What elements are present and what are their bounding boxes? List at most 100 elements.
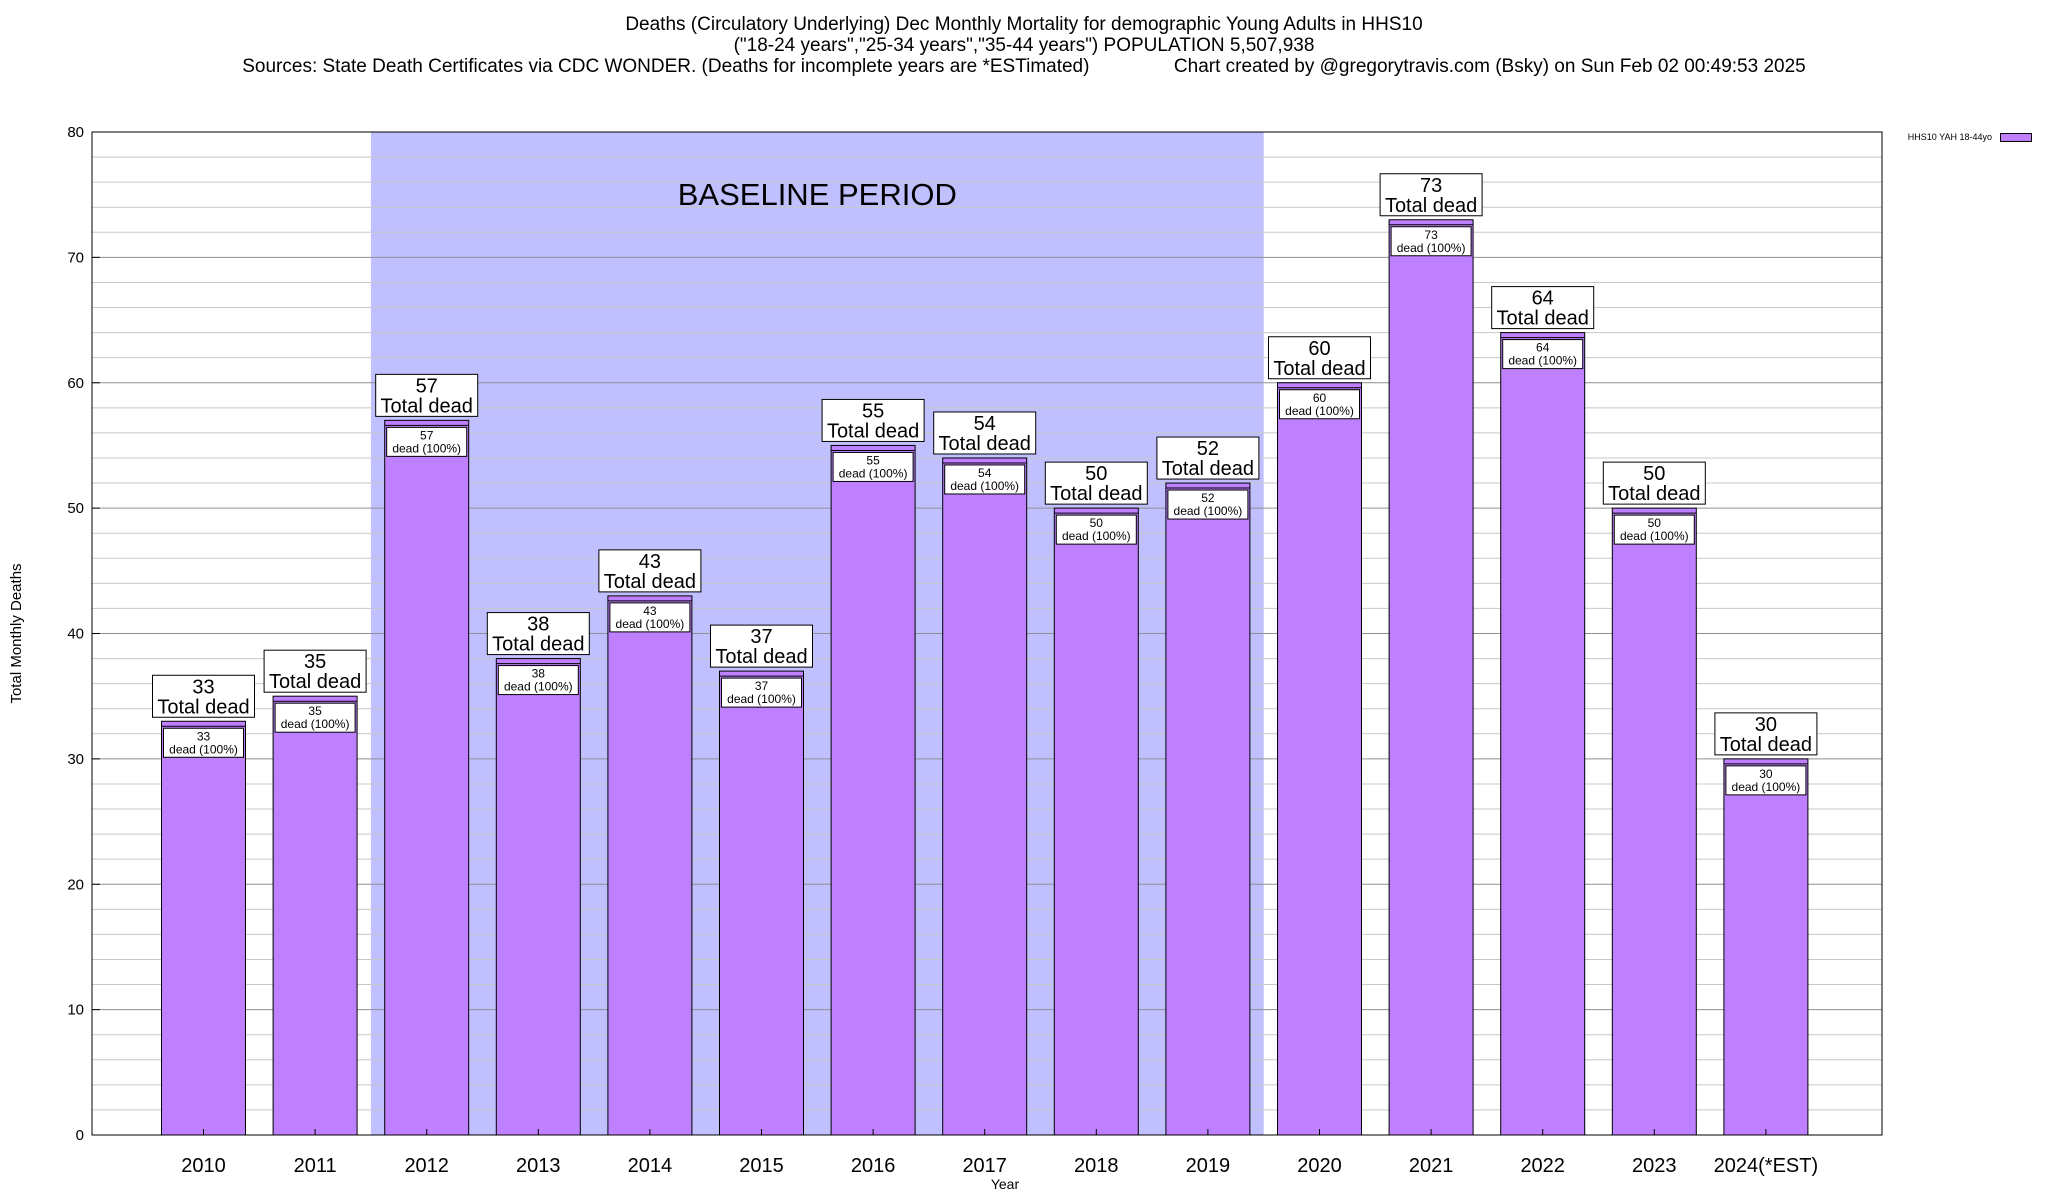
inner-label-box bbox=[274, 702, 356, 733]
y-tick-label: 60 bbox=[67, 375, 84, 392]
inner-label-text: dead (100%) bbox=[616, 617, 685, 631]
top-label-text: Total dead bbox=[492, 634, 584, 656]
y-tick-label: 40 bbox=[67, 626, 84, 643]
top-label-text: Total dead bbox=[827, 420, 919, 442]
x-tick-label: 2015 bbox=[739, 1155, 784, 1177]
inner-label-value: 60 bbox=[1313, 391, 1327, 405]
inner-label-value: 50 bbox=[1090, 516, 1104, 530]
plot-frame bbox=[91, 131, 1883, 1136]
top-label-text: Total dead bbox=[1720, 734, 1812, 756]
top-label-text: Total dead bbox=[1273, 358, 1365, 380]
inner-label-value: 30 bbox=[1759, 767, 1773, 781]
bar bbox=[384, 419, 470, 1136]
top-label-value: 64 bbox=[1532, 288, 1554, 310]
x-axis-label: Year bbox=[991, 1176, 1020, 1192]
bar bbox=[1165, 482, 1251, 1136]
inner-label-text: dead (100%) bbox=[839, 466, 908, 480]
bar bbox=[1053, 507, 1139, 1136]
inner-label-box bbox=[1390, 226, 1472, 257]
inner-label-box bbox=[1613, 514, 1695, 545]
inner-label-text: dead (100%) bbox=[1397, 241, 1466, 255]
x-tick-label: 2024(*EST) bbox=[1714, 1155, 1819, 1177]
top-label-box bbox=[1491, 286, 1595, 330]
bar bbox=[495, 658, 581, 1136]
inner-label-text: dead (100%) bbox=[169, 742, 238, 756]
top-label-box bbox=[1602, 461, 1706, 505]
top-label-text: Total dead bbox=[939, 433, 1031, 455]
top-label-text: Total dead bbox=[604, 571, 696, 593]
x-tick-label: 2019 bbox=[1186, 1155, 1231, 1177]
bar bbox=[1500, 332, 1586, 1136]
inner-label-box bbox=[1725, 765, 1807, 796]
top-label-text: Total dead bbox=[1608, 483, 1700, 505]
inner-label-value: 43 bbox=[643, 604, 657, 618]
inner-label-text: dead (100%) bbox=[1620, 529, 1689, 543]
inner-label-value: 54 bbox=[978, 466, 992, 480]
top-label-value: 52 bbox=[1197, 438, 1219, 460]
top-label-box bbox=[598, 549, 702, 593]
x-tick-label: 2020 bbox=[1297, 1155, 1342, 1177]
bar bbox=[1277, 382, 1362, 1136]
top-label-text: Total dead bbox=[1497, 308, 1589, 330]
legend-swatch bbox=[2000, 132, 2032, 142]
x-tick-label: 2022 bbox=[1520, 1155, 1565, 1177]
inner-label-box bbox=[721, 677, 802, 708]
inner-label-text: dead (100%) bbox=[1732, 780, 1801, 794]
top-label-box bbox=[486, 612, 590, 656]
inner-label-text: dead (100%) bbox=[950, 479, 1019, 493]
inner-label-text: dead (100%) bbox=[727, 692, 796, 706]
x-tick-label: 2017 bbox=[962, 1155, 1007, 1177]
inner-label-box bbox=[497, 665, 579, 696]
inner-label-box bbox=[1502, 339, 1584, 370]
y-tick-label: 20 bbox=[67, 876, 84, 893]
top-label-text: Total dead bbox=[269, 671, 361, 693]
bar bbox=[272, 695, 358, 1136]
bar bbox=[830, 444, 916, 1136]
top-label-value: 33 bbox=[192, 676, 214, 698]
chart-source-line: Sources: State Death Certificates via CD… bbox=[242, 56, 1806, 77]
inner-label-value: 35 bbox=[308, 704, 322, 718]
top-label-box bbox=[1156, 436, 1260, 480]
top-label-value: 60 bbox=[1308, 338, 1330, 360]
inner-label-text: dead (100%) bbox=[1285, 404, 1354, 418]
chart-title: Deaths (Circulatory Underlying) Dec Mont… bbox=[625, 14, 1423, 35]
inner-label-value: 55 bbox=[866, 453, 880, 467]
top-label-box bbox=[1268, 336, 1371, 380]
inner-label-box bbox=[944, 464, 1026, 495]
inner-label-value: 64 bbox=[1536, 341, 1550, 355]
inner-label-text: dead (100%) bbox=[281, 717, 350, 731]
top-label-box bbox=[1044, 461, 1148, 505]
x-tick-label: 2023 bbox=[1632, 1155, 1677, 1177]
inner-label-box bbox=[1167, 489, 1249, 520]
top-label-value: 57 bbox=[416, 375, 438, 397]
y-tick-label: 80 bbox=[67, 124, 84, 141]
top-label-text: Total dead bbox=[1162, 458, 1254, 480]
x-tick-label: 2018 bbox=[1074, 1155, 1119, 1177]
top-label-value: 54 bbox=[974, 413, 996, 435]
top-label-value: 37 bbox=[750, 626, 772, 648]
y-tick-label: 50 bbox=[67, 500, 84, 517]
x-tick-label: 2012 bbox=[404, 1155, 449, 1177]
x-tick-label: 2016 bbox=[851, 1155, 896, 1177]
inner-label-text: dead (100%) bbox=[1062, 529, 1131, 543]
bar bbox=[1388, 219, 1474, 1136]
inner-label-value: 38 bbox=[532, 667, 546, 681]
inner-label-value: 33 bbox=[197, 729, 211, 743]
x-tick-label: 2014 bbox=[628, 1155, 673, 1177]
x-tick-label: 2011 bbox=[294, 1155, 337, 1177]
top-label-value: 30 bbox=[1755, 714, 1777, 736]
bar bbox=[607, 595, 693, 1136]
y-axis-label: Total Monthly Deaths bbox=[8, 563, 25, 703]
inner-label-text: dead (100%) bbox=[1174, 504, 1243, 518]
top-label-value: 38 bbox=[527, 614, 549, 636]
inner-label-box bbox=[163, 727, 244, 758]
inner-label-box bbox=[609, 602, 691, 633]
top-label-box bbox=[821, 398, 925, 442]
bar bbox=[942, 457, 1028, 1136]
x-tick-label: 2013 bbox=[516, 1155, 561, 1177]
top-label-box bbox=[710, 624, 813, 668]
x-tick-label: 2021 bbox=[1409, 1155, 1454, 1177]
top-label-text: Total dead bbox=[157, 696, 249, 718]
inner-label-value: 73 bbox=[1424, 228, 1438, 242]
